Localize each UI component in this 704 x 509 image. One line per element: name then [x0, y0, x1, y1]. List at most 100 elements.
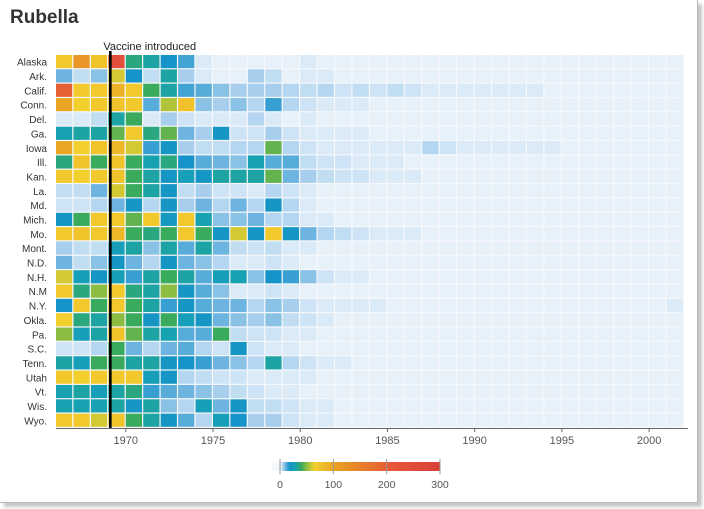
heatmap-cell	[649, 155, 666, 169]
heatmap-cell	[370, 298, 387, 313]
heatmap-cell	[561, 198, 579, 212]
heatmap-cell	[631, 112, 648, 126]
heatmap-cell	[579, 241, 596, 255]
heatmap-cell	[178, 169, 195, 183]
heatmap-cell	[404, 327, 422, 341]
heatmap-cell	[614, 141, 631, 155]
heatmap-cell	[160, 255, 177, 269]
heatmap-cell	[195, 83, 212, 97]
heatmap-cell	[596, 298, 614, 313]
heatmap-cell	[614, 341, 631, 356]
heatmap-cell	[666, 227, 683, 241]
heatmap-cell	[509, 112, 526, 126]
heatmap-cell	[509, 55, 526, 69]
heatmap-cell	[666, 399, 683, 413]
heatmap-cell	[108, 169, 125, 183]
heatmap-cell	[160, 212, 177, 226]
heatmap-cell	[509, 399, 526, 413]
heatmap-cell	[90, 384, 108, 399]
heatmap-cell	[614, 298, 631, 313]
heatmap-cell	[230, 184, 247, 198]
heatmap-cell	[90, 69, 108, 83]
heatmap-cell	[422, 341, 439, 356]
heatmap-cell	[317, 112, 334, 126]
heatmap-cell	[265, 184, 282, 198]
heatmap-cell	[509, 169, 526, 183]
heatmap-cell	[56, 356, 73, 370]
heatmap-cell	[317, 126, 334, 140]
heatmap-cell	[422, 241, 439, 255]
heatmap-cell	[213, 370, 230, 384]
heatmap-cell	[666, 298, 683, 313]
heatmap-cell	[90, 155, 108, 169]
heatmap-cell	[265, 155, 282, 169]
heatmap-cell	[317, 98, 334, 112]
heatmap-cell	[492, 284, 509, 298]
heatmap-cell	[317, 69, 334, 83]
heatmap-cell	[90, 112, 108, 126]
state-label: Mich.	[23, 215, 47, 226]
heatmap-cell	[213, 298, 230, 313]
heatmap-cell	[213, 155, 230, 169]
heatmap-cell	[370, 141, 387, 155]
heatmap-cell	[439, 227, 457, 241]
heatmap-cell	[247, 112, 265, 126]
heatmap-cell	[666, 270, 683, 284]
heatmap-cell	[90, 399, 108, 413]
heatmap-cell	[631, 327, 648, 341]
heatmap-cell	[579, 55, 596, 69]
heatmap-cell	[439, 384, 457, 399]
heatmap-cell	[352, 112, 369, 126]
heatmap-cell	[160, 413, 177, 427]
heatmap-cell	[125, 212, 143, 226]
heatmap-cell	[125, 198, 143, 212]
heatmap-cell	[108, 126, 125, 140]
heatmap-cell	[317, 55, 334, 69]
heatmap-cell	[125, 327, 143, 341]
heatmap-cell	[178, 341, 195, 356]
heatmap-cell	[544, 198, 561, 212]
heatmap-cell	[108, 384, 125, 399]
heatmap-cell	[649, 298, 666, 313]
heatmap-cell	[649, 356, 666, 370]
heatmap-cell	[439, 169, 457, 183]
heatmap-cell	[439, 241, 457, 255]
heatmap-cell	[439, 341, 457, 356]
heatmap-cell	[73, 255, 90, 269]
heatmap-cell	[474, 141, 491, 155]
state-label: Wyo.	[24, 416, 47, 427]
heatmap-cell	[73, 327, 90, 341]
heatmap-cell	[457, 413, 474, 427]
heatmap-cell	[492, 384, 509, 399]
heatmap-cell	[596, 83, 614, 97]
heatmap-cell	[195, 112, 212, 126]
heatmap-cell	[614, 227, 631, 241]
heatmap-cell	[457, 255, 474, 269]
heatmap-cell	[492, 55, 509, 69]
heatmap-cell	[108, 356, 125, 370]
heatmap-cell	[666, 83, 683, 97]
heatmap-cell	[213, 55, 230, 69]
heatmap-cell	[213, 313, 230, 327]
state-label: Ark.	[29, 72, 47, 83]
heatmap-cell	[195, 126, 212, 140]
heatmap-cell	[422, 370, 439, 384]
heatmap-cell	[108, 270, 125, 284]
heatmap-cell	[125, 155, 143, 169]
heatmap-cell	[666, 112, 683, 126]
heatmap-cell	[352, 227, 369, 241]
heatmap-cell	[300, 270, 317, 284]
heatmap-cell	[195, 356, 212, 370]
heatmap-cell	[213, 83, 230, 97]
heatmap-cell	[195, 69, 212, 83]
heatmap-cell	[143, 112, 160, 126]
heatmap-cell	[370, 255, 387, 269]
heatmap-cell	[422, 313, 439, 327]
heatmap-cell	[614, 384, 631, 399]
heatmap-cell	[404, 313, 422, 327]
heatmap-cell	[509, 298, 526, 313]
heatmap-cell	[631, 126, 648, 140]
state-label: La.	[33, 187, 47, 198]
heatmap-cell	[439, 298, 457, 313]
heatmap-cell	[335, 341, 352, 356]
